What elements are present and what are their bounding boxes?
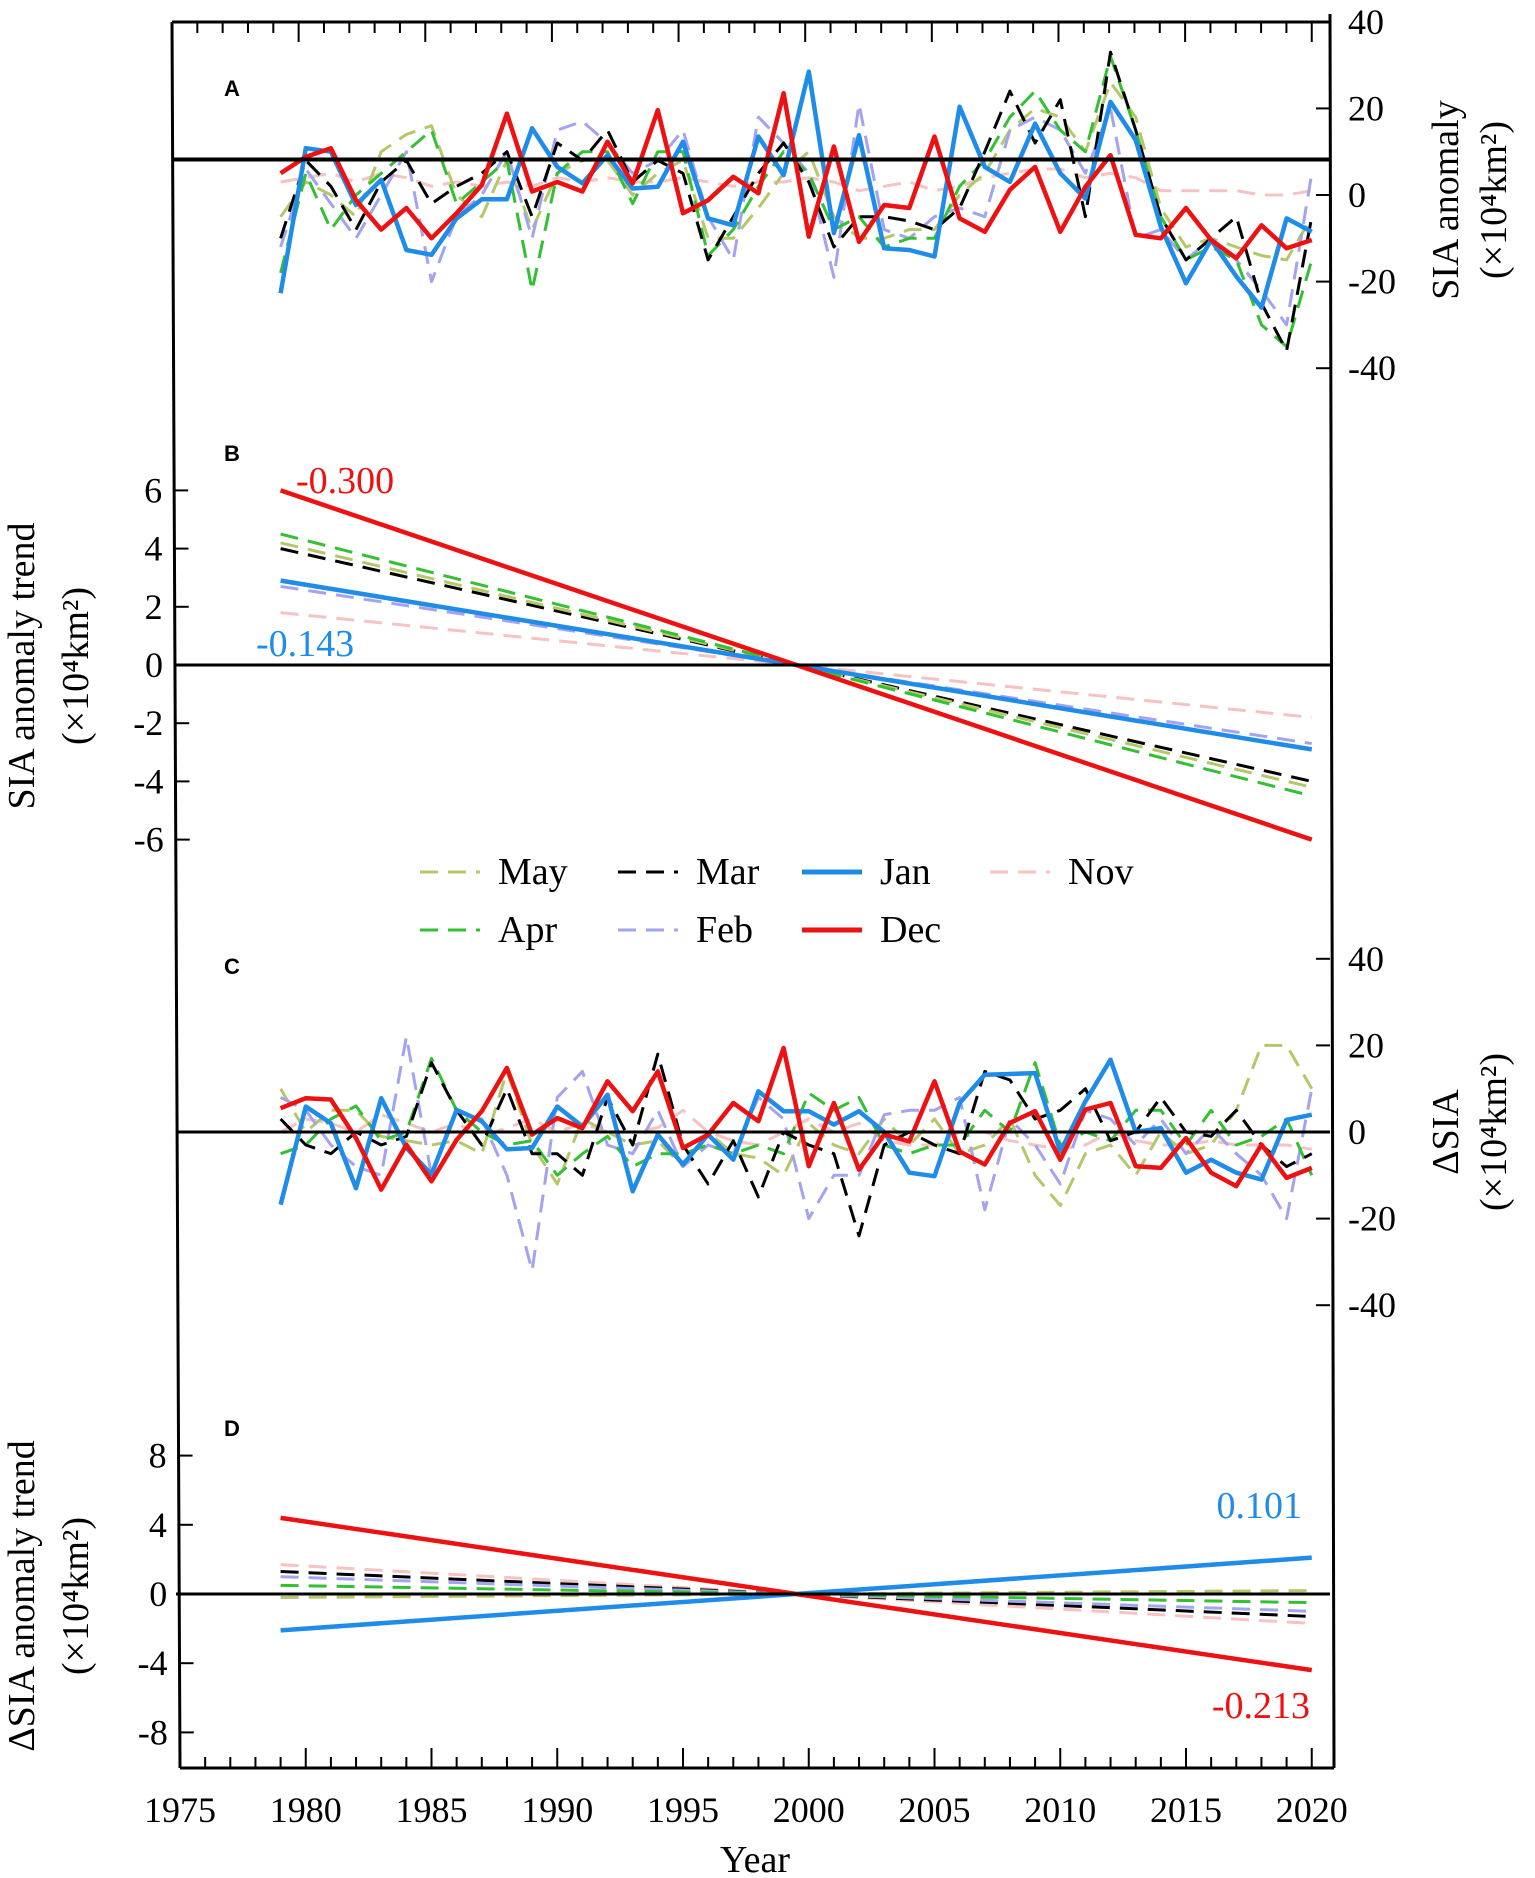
trend-annotation-jan: -0.143 <box>256 623 354 665</box>
series-line-apr <box>280 532 1313 798</box>
legend-label-jan: Jan <box>880 851 931 893</box>
y-axis-title: SIA anomaly <box>1425 100 1467 299</box>
x-tick-label: 1995 <box>647 1790 719 1830</box>
x-tick-label: 1980 <box>270 1790 342 1830</box>
y-tick-label: -40 <box>1348 348 1396 388</box>
y-axis-title: SIA anomaly trend <box>1 522 43 809</box>
y-tick-label: -40 <box>1348 1285 1396 1325</box>
y-tick-label: 0 <box>145 645 163 685</box>
y-tick-label: 20 <box>1348 88 1384 128</box>
y-tick-label: -20 <box>1348 1199 1396 1239</box>
trend-annotation-dec: -0.300 <box>296 460 394 502</box>
y-tick-label: 0 <box>1348 1112 1366 1152</box>
series-line-mar <box>280 547 1313 783</box>
x-axis-title: Year <box>720 1839 790 1878</box>
right-axis-line <box>1328 13 1336 1769</box>
trend-annotation-jan: 0.101 <box>1217 1485 1303 1527</box>
series-line-nov <box>279 1108 1313 1151</box>
y-tick-label: 20 <box>1348 1025 1384 1065</box>
y-tick-label: -4 <box>138 1643 168 1683</box>
legend-label-feb: Feb <box>696 909 753 951</box>
x-tick-label: 1975 <box>144 1790 216 1830</box>
y-tick-label: -4 <box>133 761 163 801</box>
series-line-dec <box>279 1045 1313 1192</box>
y-tick-label: 40 <box>1348 2 1384 42</box>
panel-label-d: D <box>224 1416 240 1441</box>
x-tick-label: 2010 <box>1024 1790 1096 1830</box>
x-tick-label: 2000 <box>773 1790 845 1830</box>
y-tick-label: -6 <box>134 820 164 860</box>
y-axis-title: ΔSIA anomaly trend <box>1 1440 43 1752</box>
x-tick-label: 2015 <box>1150 1790 1222 1830</box>
y-tick-label: 4 <box>149 1505 167 1545</box>
series-line-apr <box>280 1056 1314 1177</box>
y-axis-unit: (×10⁴km²) <box>1473 121 1515 279</box>
y-tick-label: 8 <box>149 1436 167 1476</box>
panel-label-b: B <box>224 441 240 466</box>
y-tick-label: -2 <box>133 703 163 743</box>
left-axis-line <box>170 21 182 1769</box>
legend-label-nov: Nov <box>1068 851 1133 893</box>
panel-label-c: C <box>224 954 240 979</box>
y-axis-title: ΔSIA <box>1425 1089 1467 1175</box>
y-tick-label: -8 <box>138 1712 168 1752</box>
y-tick-label: 6 <box>144 470 162 510</box>
y-tick-label: 2 <box>145 587 163 627</box>
y-tick-label: 4 <box>144 529 162 569</box>
legend-label-may: May <box>498 851 568 893</box>
y-tick-label: 40 <box>1348 939 1384 979</box>
x-tick-label: 2005 <box>899 1790 971 1830</box>
x-tick-label: 1990 <box>521 1790 593 1830</box>
y-tick-label: 0 <box>1348 175 1366 215</box>
series-line-may <box>280 541 1313 789</box>
panel-label-a: A <box>224 76 240 101</box>
y-tick-label: -20 <box>1348 262 1396 302</box>
y-axis-unit: (×10⁴km²) <box>55 587 97 745</box>
x-tick-label: 2020 <box>1276 1790 1348 1830</box>
series-line-mar <box>279 1052 1313 1238</box>
x-tick-label: 1985 <box>396 1790 468 1830</box>
legend-label-dec: Dec <box>880 909 941 951</box>
trend-annotation-dec: -0.213 <box>1212 1685 1310 1727</box>
series-line-jan <box>278 69 1313 310</box>
series-line-dec <box>279 90 1313 261</box>
legend-label-apr: Apr <box>498 909 557 951</box>
series-line-feb <box>279 1035 1314 1273</box>
legend-label-mar: Mar <box>696 851 760 893</box>
y-axis-unit: (×10⁴km²) <box>1473 1053 1515 1211</box>
y-tick-label: 0 <box>149 1574 167 1614</box>
series-line-mar <box>279 50 1314 353</box>
y-axis-unit: (×10⁴km²) <box>55 1517 97 1675</box>
